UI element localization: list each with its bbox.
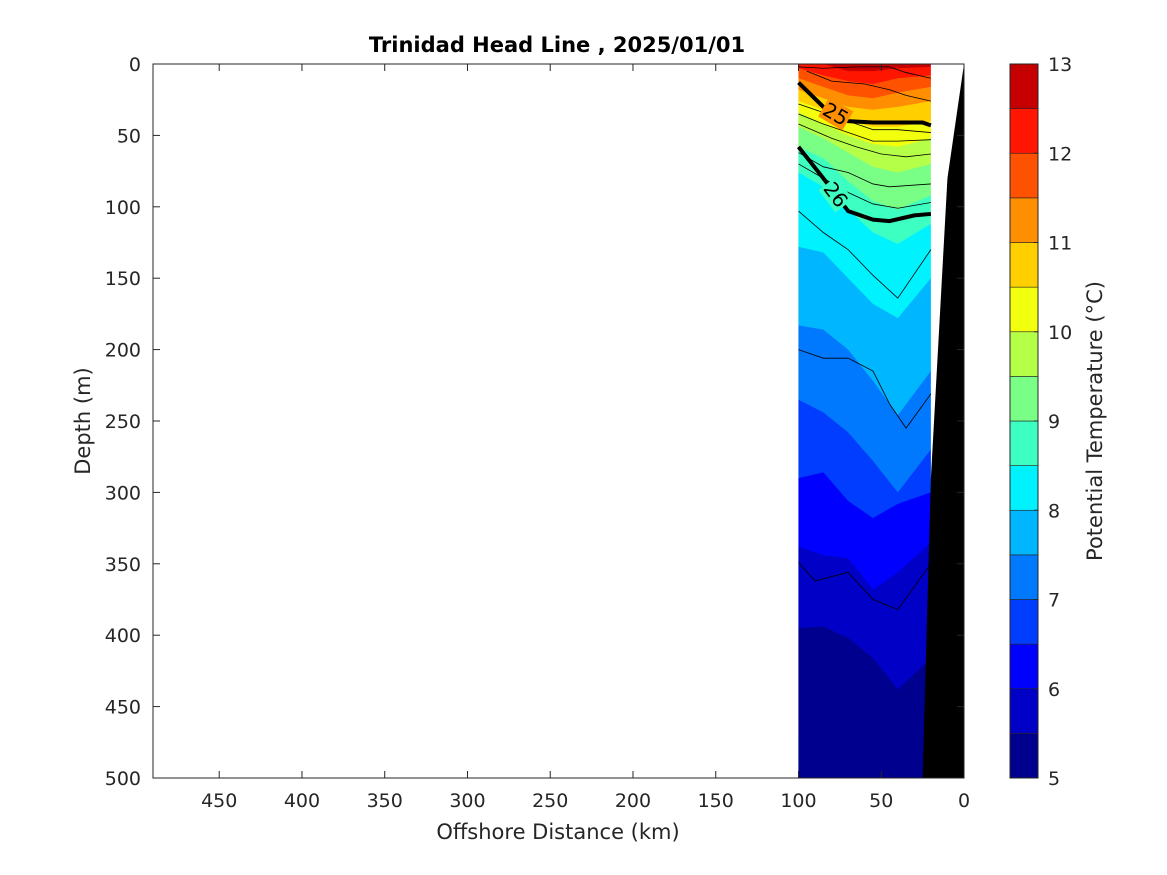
thin-contour-5 — [798, 152, 931, 188]
y-tick-label: 150 — [105, 268, 141, 290]
y-tick-label: 100 — [105, 197, 141, 219]
x-tick-label: 350 — [367, 790, 403, 812]
x-tick-label: 150 — [698, 790, 734, 812]
thin-contours — [798, 66, 932, 610]
density-label-bg-25 — [818, 97, 854, 131]
colorbar-tick-label: 6 — [1048, 679, 1060, 701]
chart-title: Trinidad Head Line , 2025/01/01 — [369, 33, 745, 57]
colorbar-band-8 — [1009, 465, 1039, 511]
colorbar: 5 6 7 8 9 10 11 12 13 Potential Temperature (°C) — [1009, 54, 1107, 790]
colorbar-band-7 — [1009, 554, 1039, 600]
colorbar-band-9.5 — [1009, 331, 1039, 377]
colorbar-band-5.5 — [1009, 688, 1039, 734]
colorbar-tick-label: 9 — [1048, 411, 1060, 433]
colorbar-band-7.5 — [1009, 509, 1039, 556]
colorbar-band-9 — [1009, 376, 1039, 422]
colorbar-band-10 — [1009, 286, 1039, 333]
thin-contour-9 — [798, 562, 932, 610]
colorbar-label: Potential Temperature (°C) — [1083, 281, 1107, 561]
y-tick-label: 0 — [129, 54, 141, 76]
density-label-bg-26 — [818, 176, 853, 213]
x-axis-ticks: 450 400 350 300 250 200 150 100 50 0 — [201, 64, 970, 812]
x-tick-label: 300 — [449, 790, 485, 812]
colorbar-tick-label: 5 — [1048, 768, 1060, 790]
thin-contour-2 — [798, 103, 931, 133]
y-tick-label: 500 — [105, 768, 141, 790]
density-contour-25 — [797, 81, 932, 128]
y-tick-label: 250 — [105, 411, 141, 433]
x-axis-label: Offshore Distance (km) — [436, 820, 679, 844]
thin-contour-7 — [798, 210, 932, 299]
x-tick-label: 0 — [958, 790, 970, 812]
x-tick-label: 100 — [780, 790, 816, 812]
density-contour-26 — [796, 145, 932, 224]
temperature-section — [798, 64, 931, 778]
colorbar-tick-label: 10 — [1048, 322, 1072, 344]
x-tick-label: 50 — [869, 790, 893, 812]
thin-contour-4 — [798, 123, 931, 158]
seafloor — [922, 64, 964, 778]
colorbar-band-10.5 — [1009, 242, 1039, 288]
colorbar-band-12.5 — [1009, 63, 1039, 109]
colorbar-tick-label: 8 — [1048, 500, 1060, 522]
colorbar-band-8.5 — [1009, 420, 1039, 466]
x-tick-label: 450 — [201, 790, 237, 812]
colorbar-band-11 — [1009, 197, 1039, 243]
x-tick-label: 250 — [532, 790, 568, 812]
colorbar-band-12 — [1009, 108, 1039, 154]
seafloor-bathymetry — [922, 64, 964, 778]
thin-contour-3 — [798, 113, 931, 142]
y-axis-label: Depth (m) — [71, 367, 95, 474]
thin-contour-0 — [798, 66, 931, 79]
y-tick-label: 50 — [117, 125, 141, 147]
colorbar-tick-label: 13 — [1048, 54, 1072, 76]
y-tick-label: 350 — [105, 554, 141, 576]
x-tick-label: 400 — [284, 790, 320, 812]
colorbar-bands — [1009, 63, 1039, 779]
section-band-5.5 — [798, 626, 931, 778]
colorbar-band-6.5 — [1009, 599, 1039, 645]
y-axis-ticks: 0 50 100 150 200 250 300 350 400 450 500 — [105, 54, 964, 790]
section-band-5 — [798, 735, 931, 778]
y-tick-label: 300 — [105, 482, 141, 504]
colorbar-tick-label: 7 — [1048, 590, 1060, 612]
colorbar-ticks: 5 6 7 8 9 10 11 12 13 — [1034, 54, 1072, 790]
colorbar-band-11.5 — [1009, 152, 1039, 199]
colorbar-tick-label: 11 — [1048, 233, 1072, 255]
y-tick-label: 400 — [105, 625, 141, 647]
colorbar-band-5 — [1009, 733, 1039, 779]
colorbar-tick-label: 12 — [1048, 143, 1072, 165]
y-tick-label: 450 — [105, 697, 141, 719]
thin-contour-8 — [798, 349, 932, 429]
y-tick-label: 200 — [105, 340, 141, 362]
x-tick-label: 200 — [615, 790, 651, 812]
thin-contour-1 — [806, 70, 931, 102]
colorbar-band-6 — [1009, 643, 1039, 690]
